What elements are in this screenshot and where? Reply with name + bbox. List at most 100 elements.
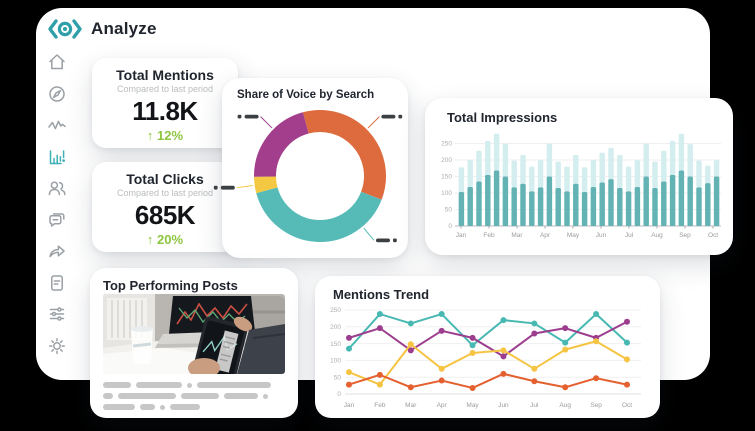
sidebar-item-activity[interactable] xyxy=(46,114,68,136)
trend-line-orange[interactable] xyxy=(348,372,628,389)
bar-secondary[interactable] xyxy=(599,152,605,183)
bar-primary[interactable] xyxy=(590,187,597,226)
bar-primary[interactable] xyxy=(617,188,623,226)
data-point[interactable] xyxy=(562,346,569,353)
data-point[interactable] xyxy=(469,334,476,341)
bar-secondary[interactable] xyxy=(458,167,465,193)
bar-primary[interactable] xyxy=(608,179,614,226)
bar-primary[interactable] xyxy=(493,170,500,226)
data-point[interactable] xyxy=(407,320,414,327)
data-point[interactable] xyxy=(407,347,414,354)
bar-secondary[interactable] xyxy=(687,144,693,177)
bar-primary[interactable] xyxy=(485,174,491,226)
donut-segment[interactable] xyxy=(254,112,310,178)
bar-secondary[interactable] xyxy=(678,133,685,171)
bar-primary[interactable] xyxy=(546,176,553,227)
bar-primary[interactable] xyxy=(555,188,561,226)
share-of-voice-chart[interactable] xyxy=(213,78,408,274)
bar-secondary[interactable] xyxy=(696,160,702,188)
bar-secondary[interactable] xyxy=(520,155,526,184)
donut-segment[interactable] xyxy=(254,176,278,194)
bar-secondary[interactable] xyxy=(705,165,711,184)
sidebar-item-audience[interactable] xyxy=(46,177,68,199)
data-point[interactable] xyxy=(624,339,630,346)
sidebar-item-messages[interactable] xyxy=(46,209,68,231)
data-point[interactable] xyxy=(624,318,630,325)
data-point[interactable] xyxy=(593,338,600,345)
bar-secondary[interactable] xyxy=(555,161,561,189)
bar-primary[interactable] xyxy=(502,176,509,227)
data-point[interactable] xyxy=(593,375,600,382)
bar-secondary[interactable] xyxy=(485,140,491,175)
bar-secondary[interactable] xyxy=(625,166,632,192)
bar-primary[interactable] xyxy=(687,176,693,227)
data-point[interactable] xyxy=(624,356,630,363)
bar-primary[interactable] xyxy=(669,174,676,226)
bar-secondary[interactable] xyxy=(502,143,509,177)
top-performing-posts-card[interactable]: Top Performing Posts xyxy=(90,268,298,418)
bar-primary[interactable] xyxy=(564,191,570,226)
bar-secondary[interactable] xyxy=(493,133,500,171)
data-point[interactable] xyxy=(346,345,352,352)
bar-primary[interactable] xyxy=(511,187,517,226)
data-point[interactable] xyxy=(376,381,383,388)
sidebar-item-dashboard[interactable] xyxy=(46,83,68,105)
data-point[interactable] xyxy=(624,381,630,388)
bar-primary[interactable] xyxy=(678,170,685,226)
data-point[interactable] xyxy=(407,384,414,391)
data-point[interactable] xyxy=(531,330,538,337)
data-point[interactable] xyxy=(346,369,352,376)
data-point[interactable] xyxy=(469,350,476,357)
bar-primary[interactable] xyxy=(643,176,649,227)
bar-secondary[interactable] xyxy=(537,160,544,188)
bar-secondary[interactable] xyxy=(573,155,579,184)
trend-line-yellow[interactable] xyxy=(348,340,628,386)
bar-secondary[interactable] xyxy=(590,160,597,188)
sidebar-item-home[interactable] xyxy=(46,51,68,73)
bar-primary[interactable] xyxy=(696,187,702,226)
bar-primary[interactable] xyxy=(599,182,605,226)
data-point[interactable] xyxy=(593,311,600,318)
bar-secondary[interactable] xyxy=(634,160,641,188)
data-point[interactable] xyxy=(531,365,538,372)
trend-line-teal[interactable] xyxy=(348,313,628,350)
data-point[interactable] xyxy=(500,317,507,324)
data-point[interactable] xyxy=(376,371,383,378)
bar-secondary[interactable] xyxy=(643,143,649,177)
data-point[interactable] xyxy=(407,341,414,348)
data-point[interactable] xyxy=(376,311,383,318)
donut-segment[interactable] xyxy=(256,186,382,242)
data-point[interactable] xyxy=(469,384,476,391)
data-point[interactable] xyxy=(346,334,352,341)
data-point[interactable] xyxy=(438,327,445,334)
data-point[interactable] xyxy=(438,311,445,318)
bar-primary[interactable] xyxy=(661,181,667,226)
donut-segment[interactable] xyxy=(302,110,386,200)
bar-secondary[interactable] xyxy=(608,147,614,180)
bar-secondary[interactable] xyxy=(511,160,517,188)
bar-secondary[interactable] xyxy=(652,161,658,189)
data-point[interactable] xyxy=(438,377,445,384)
bar-secondary[interactable] xyxy=(617,155,623,189)
data-point[interactable] xyxy=(562,325,569,332)
bar-secondary[interactable] xyxy=(661,150,667,182)
sidebar-item-reports[interactable] xyxy=(46,272,68,294)
bar-primary[interactable] xyxy=(573,183,579,226)
bar-primary[interactable] xyxy=(634,187,641,226)
data-point[interactable] xyxy=(531,378,538,385)
bar-primary[interactable] xyxy=(713,176,720,227)
data-point[interactable] xyxy=(531,320,538,327)
bar-primary[interactable] xyxy=(625,191,632,226)
bar-secondary[interactable] xyxy=(529,166,535,192)
data-point[interactable] xyxy=(438,365,445,372)
bar-secondary[interactable] xyxy=(546,143,553,177)
bar-primary[interactable] xyxy=(467,187,473,226)
bar-secondary[interactable] xyxy=(713,160,720,177)
sidebar-item-analytics[interactable] xyxy=(46,146,68,168)
bar-secondary[interactable] xyxy=(669,140,676,175)
data-point[interactable] xyxy=(346,381,352,388)
total-impressions-chart[interactable]: 0 50 100 150 200 250 Jan Feb Mar Apr May Jun Jul Aug S… xyxy=(433,130,725,250)
bar-primary[interactable] xyxy=(476,181,482,226)
data-point[interactable] xyxy=(500,370,507,377)
bar-secondary[interactable] xyxy=(564,166,570,192)
